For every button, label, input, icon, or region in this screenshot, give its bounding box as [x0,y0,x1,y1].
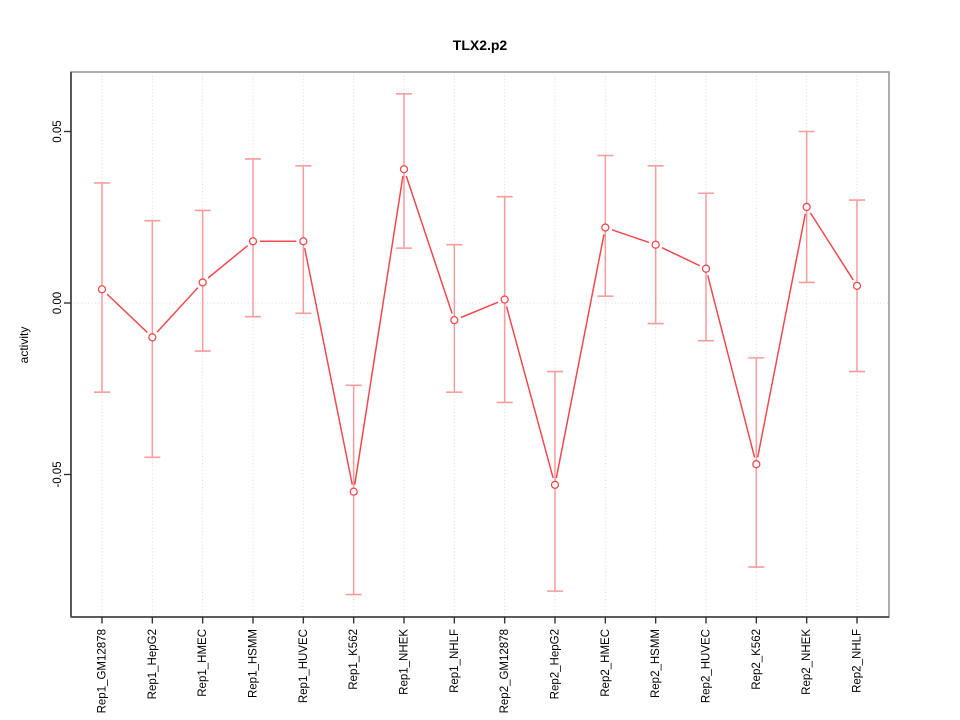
plot-border [70,71,890,618]
data-point [701,264,711,273]
data-point [450,315,459,325]
gridlines [71,72,889,617]
y-tick-label: 0.00 [52,292,64,314]
data-point [248,237,258,246]
data-point [97,285,107,294]
x-tick-label: Rep1_HMEC [197,629,209,697]
series-segment [405,175,453,314]
data-point [198,278,207,287]
chart-title: TLX2.p2 [453,37,508,53]
x-tick-label: Rep2_GM12878 [499,629,511,713]
x-tick-label: Rep1_HSMM [247,629,259,698]
series-segment [611,229,650,244]
x-tick-label: Rep2_HSMM [650,629,662,698]
y-axis-labels: -0.05 0.00 0.05 [52,120,64,487]
x-tick-label: Rep2_HUVEC [700,629,712,703]
series-segment [354,176,404,485]
series-segment [555,234,605,479]
series-segment [756,213,807,458]
data-point [299,237,308,246]
x-tick-label: Rep2_HMEC [600,629,612,697]
data-point [349,487,358,496]
x-tick-label: Rep1_GM12878 [97,629,109,713]
y-axis-title: activity [17,327,31,364]
x-tick-label: Rep1_K562 [348,629,360,690]
series-segment [661,247,701,267]
data-point [500,295,509,304]
x-tick-label: Rep2_K562 [751,629,763,690]
data-point [399,165,409,174]
series-segment [460,301,499,319]
series-segment [303,247,354,485]
x-tick-label: Rep2_NHLF [851,629,863,693]
plot-box [70,71,890,618]
data-point [802,202,811,212]
series-segment [156,287,199,333]
x-tick-label: Rep1_HUVEC [298,629,310,703]
data-point [601,223,610,232]
data-point [148,333,157,342]
axis-ticks [64,130,858,624]
x-tick-label: Rep1_HepG2 [147,629,159,699]
data-points [97,165,862,496]
x-tick-label: Rep2_NHEK [801,629,813,695]
series-segment [106,293,148,334]
series-line [106,175,854,485]
data-point [852,281,862,291]
series-segment [207,245,249,279]
series-segment [707,275,756,458]
data-point [752,460,761,469]
error-bars [94,92,865,596]
y-tick-label: 0.05 [52,120,64,142]
data-point [651,240,660,249]
series-segment [505,306,554,479]
y-tick-label: -0.05 [52,461,64,487]
x-tick-label: Rep1_NHEK [398,629,410,695]
x-axis-labels: Rep1_GM12878 Rep1_HepG2 Rep1_HMEC Rep1_HSMM… [97,629,864,714]
x-tick-label: Rep1_NHLF [449,629,461,693]
data-point [550,480,560,489]
x-tick-label: Rep2_HepG2 [549,629,561,699]
series-segment [809,212,854,281]
